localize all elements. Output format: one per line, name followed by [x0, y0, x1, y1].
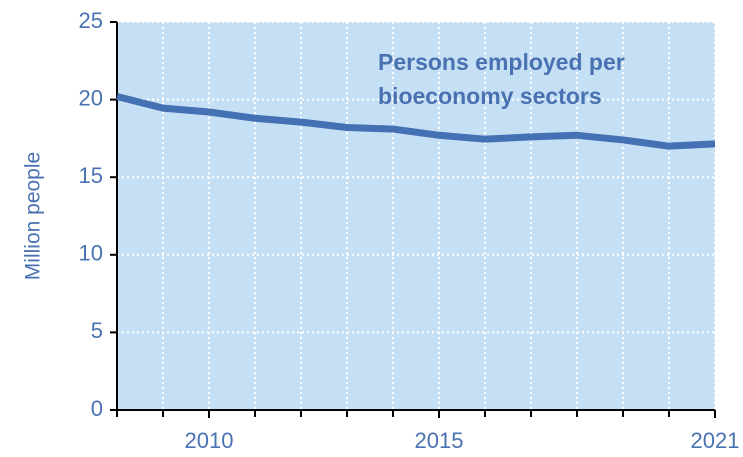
x-tick-label: 2021 [691, 428, 740, 453]
annotation: Persons employed per [378, 49, 625, 75]
line-series [116, 93, 716, 150]
y-tick-label: 20 [79, 85, 103, 110]
plot-background [117, 22, 715, 410]
x-tick-label: 2010 [185, 428, 234, 453]
y-tick-label: 0 [91, 396, 103, 421]
y-tick-label: 25 [79, 8, 103, 33]
y-axis-label: Million people [22, 152, 45, 280]
x-tick-label: 2015 [415, 428, 464, 453]
y-tick-label: 5 [91, 318, 103, 343]
annotation: bioeconomy sectors [378, 83, 602, 109]
y-tick-label: 10 [79, 241, 103, 266]
y-tick-label: 15 [79, 163, 103, 188]
